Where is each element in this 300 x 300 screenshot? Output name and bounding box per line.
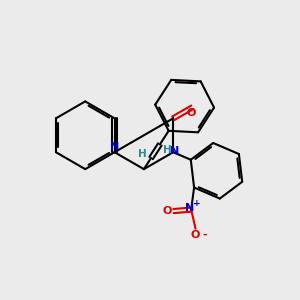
Text: +: +	[193, 199, 200, 208]
Text: O: O	[191, 230, 200, 240]
Text: H: H	[163, 145, 172, 155]
Text: O: O	[162, 206, 172, 216]
Text: O: O	[186, 108, 196, 118]
Text: -: -	[203, 230, 207, 240]
Text: N: N	[170, 146, 179, 156]
Text: H: H	[139, 148, 147, 159]
Text: N: N	[110, 142, 119, 152]
Text: N: N	[185, 203, 194, 213]
